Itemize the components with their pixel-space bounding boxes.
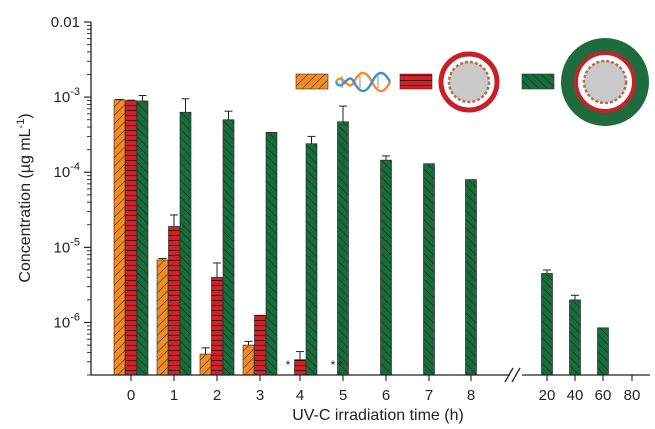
significance-marker-4: * bbox=[286, 358, 291, 372]
x-tick-label-8: 8 bbox=[467, 387, 475, 404]
bar-coated-2 bbox=[222, 119, 235, 376]
x-ticks: 0 1 2 3 4 5 6 7 8 20 40 60 80 bbox=[127, 375, 641, 404]
bar-particle-0 bbox=[125, 100, 137, 376]
bar-coated-8 bbox=[465, 179, 477, 376]
error-bar-coated-0 bbox=[138, 95, 147, 101]
bar-coated-6 bbox=[380, 159, 392, 376]
error-bar-coated-5 bbox=[339, 105, 347, 122]
x-tick-label-3: 3 bbox=[256, 387, 264, 404]
x-tick-label-6: 6 bbox=[382, 387, 390, 404]
x-tick-label-1: 1 bbox=[170, 387, 178, 404]
legend-swatch-dna bbox=[295, 73, 329, 90]
x-tick-label-7: 7 bbox=[425, 387, 433, 404]
error-bar-coated-1 bbox=[181, 98, 190, 113]
x-tick-label-4: 4 bbox=[296, 387, 304, 404]
x-tick-label-40: 40 bbox=[567, 387, 584, 404]
bar-coated-40 bbox=[569, 299, 581, 376]
error-bar-coated-40 bbox=[571, 294, 579, 300]
bar-coated-3 bbox=[265, 132, 278, 376]
x-tick-label-2: 2 bbox=[213, 387, 221, 404]
bar-coated-0 bbox=[136, 100, 149, 376]
error-bar-coated-4 bbox=[307, 135, 316, 144]
x-tick-label-20: 20 bbox=[539, 387, 556, 404]
significance-marker-5: * * bbox=[331, 358, 344, 372]
dna-particle-red-shell-icon bbox=[438, 51, 500, 113]
bar-coated-60 bbox=[597, 327, 609, 376]
error-bar-coated-6 bbox=[382, 155, 390, 161]
bar-coated-20 bbox=[541, 273, 553, 376]
error-bar-particle-1 bbox=[170, 214, 178, 227]
x-tick-label-60: 60 bbox=[595, 387, 612, 404]
error-bar-particle-2 bbox=[213, 262, 221, 278]
bar-coated-1 bbox=[179, 111, 192, 376]
bar-particle-4 bbox=[294, 359, 306, 376]
y-axis-title: Concentration (µg mL-1) bbox=[15, 113, 34, 282]
error-bar-dna-1 bbox=[158, 258, 167, 260]
y-tick-label: 10-3 bbox=[54, 86, 80, 106]
error-bar-particle-4 bbox=[296, 351, 304, 360]
bar-dna-0 bbox=[113, 99, 126, 376]
x-tick-label-0: 0 bbox=[127, 387, 135, 404]
bar-dna-3 bbox=[242, 344, 255, 376]
y-ticks: 0.01 10-3 10-4 10-5 10-6 bbox=[51, 14, 91, 376]
y-tick-label: 10-4 bbox=[54, 161, 80, 181]
bar-particle-2 bbox=[211, 276, 223, 376]
legend-swatch-particle bbox=[399, 73, 433, 90]
x-tick-label-5: 5 bbox=[339, 387, 347, 404]
error-bar-dna-2 bbox=[201, 347, 210, 355]
error-bars-layer bbox=[115, 95, 579, 360]
y-tick-label: 10-6 bbox=[54, 311, 80, 331]
error-bar-dna-3 bbox=[244, 340, 253, 346]
bars-layer bbox=[113, 99, 609, 376]
y-tick-label: 0.01 bbox=[51, 14, 80, 31]
error-bar-coated-20 bbox=[543, 269, 551, 274]
annotations: * * * bbox=[286, 358, 344, 372]
bar-coated-7 bbox=[423, 163, 435, 376]
dna-double-helix-icon bbox=[334, 71, 392, 93]
bar-coated-5 bbox=[337, 121, 349, 376]
axis-break bbox=[504, 367, 521, 383]
bar-dna-2 bbox=[199, 353, 212, 376]
bar-coated-4 bbox=[305, 143, 318, 376]
legend bbox=[295, 38, 649, 126]
error-bar-coated-2 bbox=[224, 110, 233, 120]
legend-swatch-coated bbox=[521, 73, 555, 90]
bar-dna-1 bbox=[156, 259, 169, 376]
x-axis-title: UV-C irradiation time (h) bbox=[292, 407, 464, 424]
bar-particle-3 bbox=[254, 314, 266, 376]
dna-particle-green-coated-icon bbox=[561, 38, 649, 126]
bar-particle-1 bbox=[168, 226, 180, 376]
y-tick-label: 10-5 bbox=[54, 236, 80, 256]
x-tick-label-80: 80 bbox=[624, 387, 641, 404]
